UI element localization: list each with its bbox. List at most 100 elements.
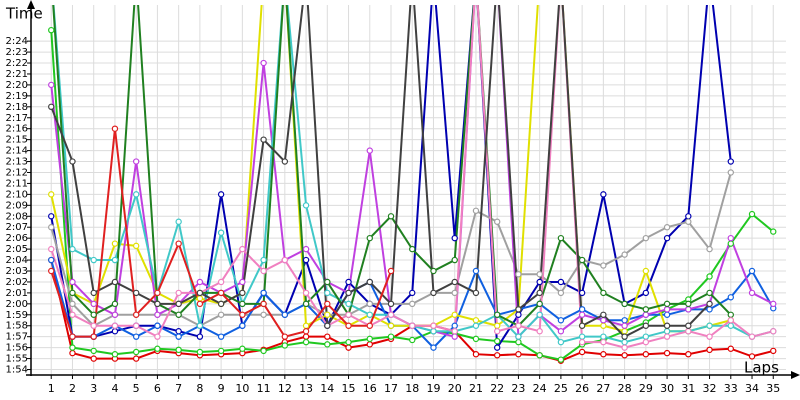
lap-point [366, 341, 373, 348]
lap-point [536, 311, 543, 318]
lap-point [642, 351, 650, 358]
x-tick-label: 15 [342, 382, 356, 395]
lap-point [302, 202, 310, 209]
lap-point [302, 338, 310, 346]
y-tick-label: 2:20 [6, 80, 28, 91]
lap-point [302, 256, 310, 264]
x-tick-label: 27 [596, 382, 610, 395]
lap-point [493, 352, 501, 359]
lap-point [663, 328, 671, 335]
x-tick-label: 24 [533, 382, 547, 395]
lap-point [239, 245, 246, 253]
lap-point [260, 256, 267, 264]
lap-point [536, 271, 543, 278]
x-tick-label: 12 [278, 382, 292, 395]
lap-point [515, 271, 522, 278]
lap-point [387, 311, 395, 318]
lap-point [48, 26, 55, 34]
lap-point [557, 278, 565, 286]
lap-point [600, 191, 607, 198]
lap-point [663, 306, 671, 313]
x-tick-label: 23 [511, 382, 525, 395]
lap-point [663, 300, 671, 308]
lap-point [685, 328, 692, 335]
y-axis-arrow [27, 0, 35, 9]
lap-point [69, 300, 76, 308]
y-tick-label: 2:12 [6, 167, 28, 178]
y-tick-label: 2:08 [6, 211, 28, 222]
lap-point [536, 289, 543, 297]
y-axis-title: Time [5, 5, 43, 23]
lap-point [48, 245, 55, 253]
x-tick-label: 17 [384, 382, 398, 395]
lap-point [154, 289, 161, 297]
lap-point [493, 311, 501, 318]
lap-point [515, 333, 522, 340]
y-tick-label: 2:04 [6, 255, 28, 266]
lap-point [663, 333, 671, 340]
lap-point [706, 289, 713, 297]
lap-point [451, 278, 458, 286]
lap-point [621, 300, 628, 308]
x-tick-label: 19 [426, 382, 440, 395]
lap-point [515, 311, 522, 318]
lap-point [90, 322, 97, 329]
lap-point [217, 289, 225, 297]
lap-point [451, 328, 458, 335]
lap-point [281, 158, 289, 165]
lap-point [132, 333, 140, 340]
x-tick-label: 7 [175, 382, 182, 395]
lap-point [387, 267, 395, 275]
lap-point [90, 311, 97, 318]
lap-point [621, 322, 628, 329]
lap-point [196, 289, 204, 297]
lap-point [727, 317, 734, 324]
lap-point [748, 333, 756, 340]
lap-point [345, 289, 352, 297]
lap-point [685, 300, 692, 308]
lap-point [493, 344, 501, 351]
lap-point [281, 342, 289, 349]
lap-point [132, 348, 140, 356]
lap-point [111, 322, 119, 329]
lap-point [685, 306, 692, 313]
lap-point [217, 191, 225, 198]
lap-point [111, 256, 119, 264]
lap-point [706, 306, 713, 313]
lap-point [239, 289, 246, 297]
lap-point [430, 344, 437, 351]
lap-point [154, 300, 161, 308]
series-line [50, 5, 711, 338]
lap-point [578, 338, 586, 346]
x-tick-label: 14 [320, 382, 334, 395]
lap-point [472, 351, 480, 358]
lap-point [196, 333, 204, 340]
lap-point [600, 338, 607, 346]
lap-point [663, 349, 671, 357]
lap-point [111, 328, 119, 335]
x-tick-label: 11 [257, 382, 271, 395]
lap-point [324, 278, 331, 286]
lap-point [515, 322, 522, 329]
lap-point [600, 317, 607, 324]
x-tick-label: 6 [154, 382, 161, 395]
y-tick-label: 2:17 [6, 113, 28, 124]
lap-point [387, 213, 395, 220]
lap-point [324, 333, 331, 340]
lap-point [430, 322, 437, 329]
lap-point [69, 158, 76, 165]
lap-point [239, 322, 246, 329]
lap-point [111, 311, 119, 318]
lap-point [175, 289, 182, 297]
lap-point [324, 289, 331, 297]
x-tick-label: 21 [469, 382, 483, 395]
lap-point [281, 311, 289, 318]
lap-point [302, 300, 310, 308]
lap-point [132, 322, 140, 329]
y-tick-label: 2:21 [6, 69, 28, 80]
lap-point [217, 347, 225, 355]
lap-point [515, 351, 522, 358]
lap-point [409, 245, 416, 253]
lap-point [557, 338, 565, 346]
lap-point [600, 262, 607, 269]
